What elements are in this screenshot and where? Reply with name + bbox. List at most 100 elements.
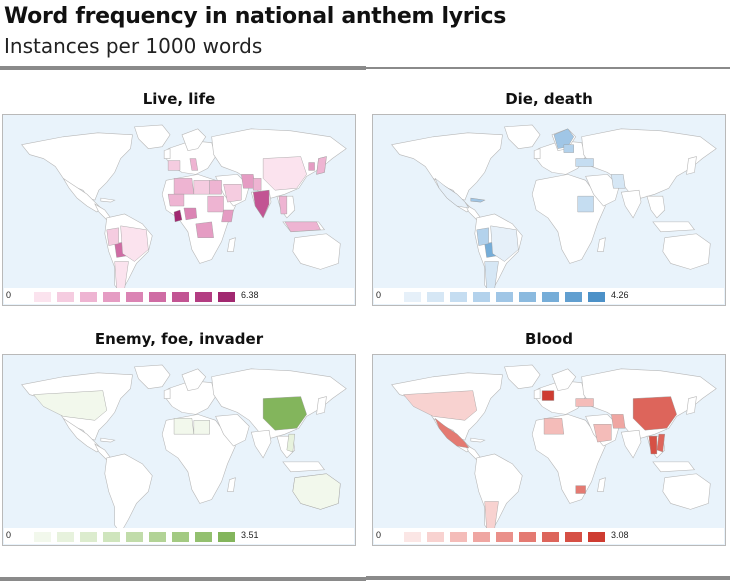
legend-swatch bbox=[57, 292, 74, 302]
legend-min-label: 0 bbox=[376, 530, 382, 540]
legend-min-label: 0 bbox=[6, 530, 12, 540]
legend-swatch bbox=[542, 292, 559, 302]
country-japan bbox=[316, 156, 327, 175]
legend-swatch bbox=[473, 532, 490, 542]
country-ethiopia bbox=[221, 209, 234, 223]
land-australia bbox=[662, 473, 711, 510]
land-madagascar bbox=[227, 477, 236, 492]
country-ghana bbox=[173, 209, 183, 223]
country-peru bbox=[476, 227, 489, 246]
legend-max-label: 6.38 bbox=[241, 290, 259, 300]
legend-min-label: 0 bbox=[376, 290, 382, 300]
panel-blood: Blood 0 3.08 bbox=[372, 330, 726, 550]
chart-title: Word frequency in national anthem lyrics bbox=[4, 4, 507, 29]
country-poland bbox=[563, 144, 574, 153]
country-korea bbox=[308, 162, 315, 171]
country-brazil bbox=[120, 225, 149, 262]
panel-title: Enemy, foe, invader bbox=[94, 330, 264, 348]
map-svg bbox=[21, 364, 347, 534]
land-greenland bbox=[134, 124, 171, 149]
legend-max-label: 4.26 bbox=[611, 290, 629, 300]
land-australia bbox=[662, 233, 711, 270]
land-indonesia bbox=[282, 461, 326, 473]
land-madagascar bbox=[227, 237, 236, 252]
land-japan bbox=[316, 396, 327, 415]
country-thailand bbox=[278, 195, 288, 215]
land-japan bbox=[686, 156, 697, 175]
country-algeria bbox=[543, 418, 565, 435]
panel-live-life: Live, life 0 6.38 bbox=[2, 90, 356, 310]
legend-swatch bbox=[450, 292, 467, 302]
land-greenland bbox=[134, 364, 171, 389]
map-svg bbox=[391, 124, 717, 294]
land-northamerica bbox=[391, 132, 503, 201]
legend-swatch bbox=[519, 292, 536, 302]
legend-swatch bbox=[103, 292, 120, 302]
country-mexico bbox=[434, 417, 470, 449]
land-uk bbox=[533, 148, 541, 159]
legend-swatch bbox=[496, 532, 513, 542]
legend-min-label: 0 bbox=[6, 290, 12, 300]
country-cuba bbox=[470, 197, 486, 203]
country-saudi-arabia bbox=[593, 424, 612, 443]
country-nigeria bbox=[183, 207, 198, 221]
country-libya bbox=[193, 420, 210, 435]
world-map: 0 3.51 bbox=[2, 354, 356, 546]
color-scale-legend: 0 3.51 bbox=[4, 528, 354, 544]
legend-swatch bbox=[450, 532, 467, 542]
country-turkey bbox=[575, 158, 594, 167]
land-greenland bbox=[504, 124, 541, 149]
country-zimbabwe bbox=[575, 485, 586, 494]
land-uk bbox=[163, 388, 171, 399]
legend-swatch bbox=[172, 292, 189, 302]
map-svg bbox=[21, 124, 347, 294]
legend-swatch bbox=[126, 292, 143, 302]
legend-swatch bbox=[427, 532, 444, 542]
land-uk bbox=[163, 148, 171, 159]
legend-swatch bbox=[427, 292, 444, 302]
legend-swatch bbox=[34, 532, 51, 542]
legend-swatch bbox=[103, 532, 120, 542]
land-indonesia bbox=[652, 461, 696, 473]
land-northamerica bbox=[21, 132, 133, 201]
country-spain bbox=[167, 160, 181, 171]
country-mali bbox=[167, 193, 185, 207]
country-congo bbox=[195, 221, 214, 238]
country-scandinavia bbox=[553, 128, 574, 149]
legend-swatch bbox=[496, 292, 513, 302]
bottom-rule-right bbox=[366, 576, 730, 580]
land-scandinavia bbox=[551, 368, 577, 391]
country-thailand bbox=[648, 435, 658, 455]
world-map: 0 3.08 bbox=[372, 354, 726, 546]
legend-swatch bbox=[542, 532, 559, 542]
country-france bbox=[541, 390, 555, 401]
country-usa bbox=[403, 390, 477, 421]
legend-swatch bbox=[218, 292, 235, 302]
land-madagascar bbox=[597, 237, 606, 252]
legend-swatch bbox=[519, 532, 536, 542]
land-cuba bbox=[470, 437, 486, 443]
country-turkey bbox=[575, 398, 594, 407]
land-madagascar bbox=[597, 477, 606, 492]
country-china bbox=[262, 396, 307, 431]
panel-die-death: Die, death 0 4.26 bbox=[372, 90, 726, 310]
legend-swatch bbox=[149, 292, 166, 302]
country-vietnam bbox=[286, 433, 296, 453]
country-saudi-arabia bbox=[223, 184, 242, 203]
legend-swatch bbox=[404, 532, 421, 542]
land-africa bbox=[161, 414, 236, 504]
land-middleeast bbox=[215, 414, 250, 447]
country-iran bbox=[611, 414, 626, 429]
legend-swatch bbox=[195, 532, 212, 542]
land-australia bbox=[292, 233, 341, 270]
top-rule-left bbox=[0, 66, 366, 70]
bottom-rule-left bbox=[0, 577, 366, 581]
panel-enemy-foe-invader: Enemy, foe, invader 0 3.51 bbox=[2, 330, 356, 550]
land-asia bbox=[581, 128, 717, 199]
country-sudan bbox=[577, 195, 594, 213]
country-vietnam bbox=[656, 433, 666, 453]
panel-title: Live, life bbox=[142, 90, 216, 108]
legend-swatch bbox=[473, 292, 490, 302]
legend-max-label: 3.08 bbox=[611, 530, 629, 540]
country-australia bbox=[292, 473, 341, 510]
